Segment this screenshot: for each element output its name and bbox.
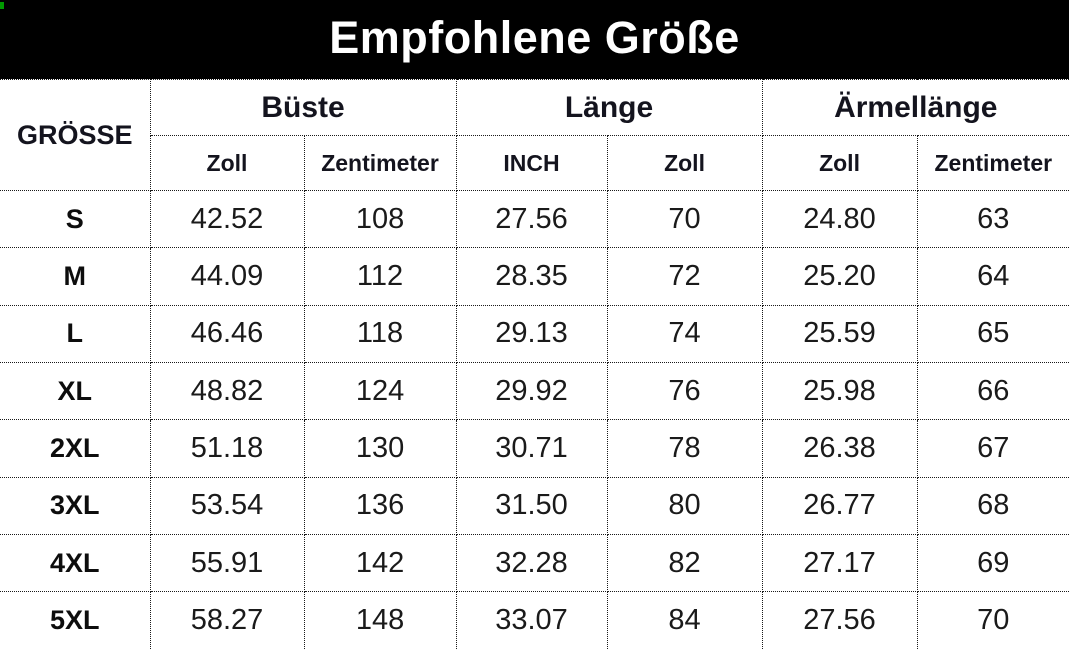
cell-laenge-zoll: 84 xyxy=(606,591,763,649)
size-label: S xyxy=(0,189,151,249)
size-label: 3XL xyxy=(0,476,151,535)
cell-bueste-zoll: 42.52 xyxy=(149,189,305,249)
cell-aermellaenge-zentimeter: 68 xyxy=(916,476,1069,535)
size-label: 4XL xyxy=(0,533,151,593)
cell-aermellaenge-zoll: 24.80 xyxy=(761,189,918,249)
column-group-aermellaenge: Ärmellänge xyxy=(761,79,1069,136)
cell-laenge-inch: 33.07 xyxy=(455,591,608,649)
cell-laenge-zoll: 78 xyxy=(606,419,763,478)
column-group-laenge: Länge xyxy=(455,79,763,136)
subheader-laenge-zoll: Zoll xyxy=(606,135,763,191)
cell-laenge-inch: 29.92 xyxy=(455,361,608,421)
cell-bueste-zoll: 58.27 xyxy=(149,591,305,649)
cell-aermellaenge-zoll: 26.77 xyxy=(761,476,918,535)
header-sub-row: Zoll Zentimeter INCH Zoll Zoll Zentimete… xyxy=(0,135,1069,191)
cell-bueste-zentimeter: 108 xyxy=(303,189,457,249)
cell-bueste-zoll: 53.54 xyxy=(149,476,305,535)
table-row-5xl: 5XL 58.27 148 33.07 84 27.56 70 xyxy=(0,591,1069,649)
cell-laenge-zoll: 72 xyxy=(606,247,763,306)
cell-bueste-zoll: 51.18 xyxy=(149,419,305,478)
cell-bueste-zentimeter: 124 xyxy=(303,361,457,421)
size-label: XL xyxy=(0,361,151,421)
size-chart-table: GRÖSSE Büste Länge Ärmellänge Zoll Zenti… xyxy=(0,79,1069,649)
cell-aermellaenge-zentimeter: 65 xyxy=(916,304,1069,363)
cell-bueste-zentimeter: 130 xyxy=(303,419,457,478)
table-row-2xl: 2XL 51.18 130 30.71 78 26.38 67 xyxy=(0,419,1069,478)
cell-aermellaenge-zoll: 25.98 xyxy=(761,361,918,421)
size-label: 5XL xyxy=(0,591,151,649)
cell-bueste-zentimeter: 136 xyxy=(303,476,457,535)
title-banner: Empfohlene Größe xyxy=(0,0,1069,79)
table-row-l: L 46.46 118 29.13 74 25.59 65 xyxy=(0,304,1069,363)
cell-bueste-zentimeter: 142 xyxy=(303,533,457,593)
cell-laenge-inch: 29.13 xyxy=(455,304,608,363)
cell-bueste-zoll: 48.82 xyxy=(149,361,305,421)
size-label: 2XL xyxy=(0,419,151,478)
cell-aermellaenge-zoll: 27.56 xyxy=(761,591,918,649)
size-label: M xyxy=(0,247,151,306)
table-row-3xl: 3XL 53.54 136 31.50 80 26.77 68 xyxy=(0,476,1069,535)
cell-bueste-zentimeter: 148 xyxy=(303,591,457,649)
table-row-4xl: 4XL 55.91 142 32.28 82 27.17 69 xyxy=(0,533,1069,593)
cell-aermellaenge-zoll: 25.20 xyxy=(761,247,918,306)
header-group-row: GRÖSSE Büste Länge Ärmellänge xyxy=(0,79,1069,191)
table-row-s: S 42.52 108 27.56 70 24.80 63 xyxy=(0,189,1069,249)
cell-aermellaenge-zentimeter: 66 xyxy=(916,361,1069,421)
cell-aermellaenge-zoll: 27.17 xyxy=(761,533,918,593)
corner-artifact xyxy=(0,2,4,9)
cell-laenge-zoll: 76 xyxy=(606,361,763,421)
cell-aermellaenge-zentimeter: 64 xyxy=(916,247,1069,306)
cell-aermellaenge-zoll: 25.59 xyxy=(761,304,918,363)
subheader-aermellaenge-zoll: Zoll xyxy=(761,135,918,191)
page-title: Empfohlene Größe xyxy=(329,12,740,63)
cell-aermellaenge-zentimeter: 63 xyxy=(916,189,1069,249)
size-label: L xyxy=(0,304,151,363)
subheader-laenge-inch: INCH xyxy=(455,135,608,191)
cell-aermellaenge-zentimeter: 69 xyxy=(916,533,1069,593)
cell-laenge-zoll: 82 xyxy=(606,533,763,593)
table-row-m: M 44.09 112 28.35 72 25.20 64 xyxy=(0,247,1069,306)
cell-bueste-zentimeter: 112 xyxy=(303,247,457,306)
cell-laenge-inch: 30.71 xyxy=(455,419,608,478)
cell-aermellaenge-zoll: 26.38 xyxy=(761,419,918,478)
table-row-xl: XL 48.82 124 29.92 76 25.98 66 xyxy=(0,361,1069,421)
cell-aermellaenge-zentimeter: 67 xyxy=(916,419,1069,478)
subheader-bueste-zentimeter: Zentimeter xyxy=(303,135,457,191)
cell-laenge-inch: 32.28 xyxy=(455,533,608,593)
cell-laenge-zoll: 74 xyxy=(606,304,763,363)
cell-laenge-inch: 27.56 xyxy=(455,189,608,249)
size-column-header: GRÖSSE xyxy=(0,79,151,191)
cell-laenge-inch: 31.50 xyxy=(455,476,608,535)
cell-bueste-zoll: 46.46 xyxy=(149,304,305,363)
cell-laenge-inch: 28.35 xyxy=(455,247,608,306)
column-group-bueste: Büste xyxy=(149,79,457,136)
cell-bueste-zoll: 55.91 xyxy=(149,533,305,593)
cell-bueste-zentimeter: 118 xyxy=(303,304,457,363)
cell-aermellaenge-zentimeter: 70 xyxy=(916,591,1069,649)
subheader-bueste-zoll: Zoll xyxy=(150,135,305,191)
subheader-aermellaenge-zentimeter: Zentimeter xyxy=(916,135,1069,191)
cell-laenge-zoll: 70 xyxy=(606,189,763,249)
cell-bueste-zoll: 44.09 xyxy=(149,247,305,306)
cell-laenge-zoll: 80 xyxy=(606,476,763,535)
